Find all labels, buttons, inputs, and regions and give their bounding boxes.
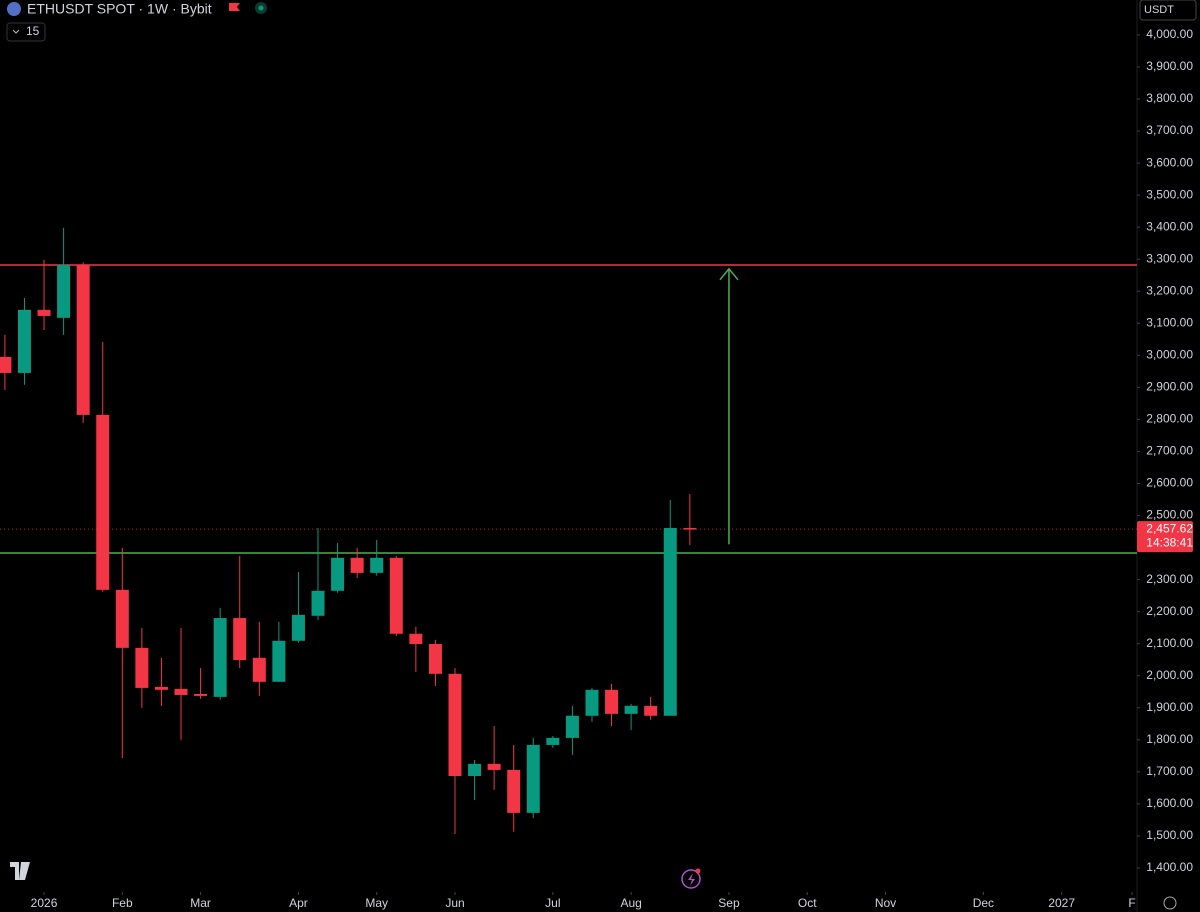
currency-button[interactable] [1139,0,1197,21]
coin-icon [7,2,21,16]
y-tick-label: 3,900.00 [1146,59,1193,73]
countdown: 14:38:41 [1146,535,1193,549]
indicator-count: 15 [26,24,40,38]
y-tick-label: 3,700.00 [1146,123,1193,137]
candle-body [468,763,482,777]
status-dot-core [258,5,264,11]
chevron [12,29,20,34]
y-tick-label: 2,700.00 [1146,444,1193,458]
y-tick-label: 1,900.00 [1146,700,1193,714]
badge [695,868,701,874]
candle-body [252,657,266,682]
x-tick-label: Mar [190,896,211,910]
candle-body [487,763,501,770]
candle-body [663,528,677,716]
candle-body [448,673,462,777]
last-price-label: 2,457.62 [1146,521,1193,535]
candle-body [428,644,442,674]
candle-body [683,528,697,530]
x-tick-label: Jun [445,896,464,910]
bolt [688,873,695,886]
candle-body [507,769,521,813]
y-tick-label: 2,000.00 [1146,668,1193,682]
candle-body [57,264,71,318]
y-tick-label: 3,800.00 [1146,91,1193,105]
y-tick-label: 3,300.00 [1146,251,1193,265]
candle-body [311,590,325,616]
x-tick-label: F [1128,896,1135,910]
y-tick-label: 1,600.00 [1146,796,1193,810]
x-tick-label: May [365,896,388,910]
candle-body [135,647,149,688]
candle-body [331,557,345,591]
candle-body [37,309,51,316]
y-tick-label: 2,600.00 [1146,476,1193,490]
candle-body [389,557,403,634]
settings-icon[interactable] [1163,896,1177,910]
x-tick-label: 2026 [31,896,58,910]
candle-body [17,309,31,373]
currency-label: USDT [1144,4,1174,16]
candle-body [350,557,364,573]
x-tick-label: Dec [973,896,994,910]
candle-body [96,414,110,590]
candle-body [624,705,638,714]
x-tick-label: Feb [112,896,133,910]
y-tick-label: 1,800.00 [1146,732,1193,746]
last-price-box [1137,521,1193,553]
candle-body [174,688,188,695]
y-tick-label: 3,400.00 [1146,219,1193,233]
y-tick-label: 3,600.00 [1146,155,1193,169]
candle-body [644,705,658,716]
x-tick-label: Jul [545,896,560,910]
candle-body [115,589,129,648]
x-tick-label: Nov [875,896,896,910]
candle-body [546,737,560,745]
y-tick-label: 2,300.00 [1146,572,1193,586]
y-tick-label: 1,700.00 [1146,764,1193,778]
y-tick-label: 2,100.00 [1146,636,1193,650]
y-tick-label: 1,400.00 [1146,860,1193,874]
y-tick-label: 4,000.00 [1146,27,1193,41]
candle-body [605,689,619,714]
candle-body [409,633,423,645]
candle-body [76,264,90,415]
chart-title: ETHUSDT SPOT · 1W · Bybit [27,1,212,17]
candle-body [0,356,12,373]
x-tick-label: Apr [289,896,308,910]
y-tick-label: 2,900.00 [1146,380,1193,394]
indicator-toggle[interactable] [6,22,46,42]
assistant-icon[interactable] [681,869,701,889]
candle-body [213,618,227,697]
y-tick-label: 2,800.00 [1146,412,1193,426]
logo[interactable] [10,862,30,880]
y-tick-label: 2,500.00 [1146,508,1193,522]
y-tick-label: 1,500.00 [1146,828,1193,842]
candle-body [565,715,579,738]
candle-body [154,686,168,690]
x-tick-label: Oct [798,896,817,910]
y-tick-label: 3,000.00 [1146,347,1193,361]
candle-body [272,640,286,682]
x-tick-label: 2027 [1048,896,1075,910]
candle-body [526,744,540,813]
x-tick-label: Aug [620,896,641,910]
candle-body [194,693,208,696]
candle-body [291,614,305,641]
y-tick-label: 3,500.00 [1146,187,1193,201]
y-tick-label: 3,200.00 [1146,283,1193,297]
y-tick-label: 3,100.00 [1146,315,1193,329]
candle-body [585,689,599,716]
candle-body [370,557,384,573]
candle-body [233,618,247,661]
flag-icon[interactable] [229,3,240,11]
y-tick-label: 2,200.00 [1146,604,1193,618]
arrow-head [719,267,739,281]
x-tick-label: Sep [718,896,740,910]
